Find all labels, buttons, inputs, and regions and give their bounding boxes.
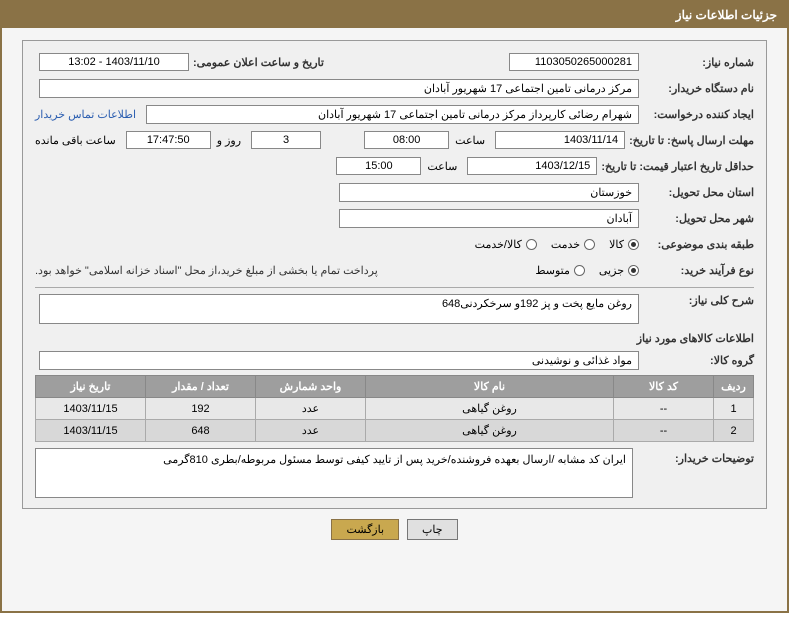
need-no-label: شماره نیاز: bbox=[639, 56, 754, 69]
days-field: 3 bbox=[251, 131, 321, 149]
cell-idx: 2 bbox=[714, 420, 754, 442]
radio-dot-icon bbox=[628, 265, 639, 276]
process-label: نوع فرآیند خرید: bbox=[639, 264, 754, 277]
time-label-1: ساعت bbox=[455, 134, 485, 147]
need-no-field: 1103050265000281 bbox=[509, 53, 639, 71]
th-qty: تعداد / مقدار bbox=[146, 376, 256, 398]
row-deadline: مهلت ارسال پاسخ: تا تاریخ: 1403/11/14 سا… bbox=[35, 129, 754, 151]
row-process: نوع فرآیند خرید: جزیی متوسط پرداخت تمام … bbox=[35, 259, 754, 281]
radio-dot-icon bbox=[628, 239, 639, 250]
radio-jozi[interactable]: جزیی bbox=[599, 264, 639, 277]
validity-time-field: 15:00 bbox=[336, 157, 421, 175]
announce-field: 1403/11/10 - 13:02 bbox=[39, 53, 189, 71]
th-row: ردیف bbox=[714, 376, 754, 398]
city-label: شهر محل تحویل: bbox=[639, 212, 754, 225]
goods-group-field: مواد غذائی و نوشیدنی bbox=[39, 351, 639, 370]
remain-time-field: 17:47:50 bbox=[126, 131, 211, 149]
days-and-label: روز و bbox=[217, 134, 241, 147]
deadline-label: مهلت ارسال پاسخ: تا تاریخ: bbox=[625, 134, 754, 147]
row-buyer-notes: توضیحات خریدار: ایران کد مشابه /ارسال بع… bbox=[35, 448, 754, 498]
button-row: چاپ بازگشت bbox=[2, 519, 787, 540]
th-code: کد کالا bbox=[614, 376, 714, 398]
cell-date: 1403/11/15 bbox=[36, 420, 146, 442]
row-requester: ایجاد کننده درخواست: شهرام رضائی کارپردا… bbox=[35, 103, 754, 125]
row-validity: حداقل تاریخ اعتبار قیمت: تا تاریخ: 1403/… bbox=[35, 155, 754, 177]
row-buyer-org: نام دستگاه خریدار: مرکز درمانی تامین اجت… bbox=[35, 77, 754, 99]
radio-kala[interactable]: کالا bbox=[609, 238, 639, 251]
announce-label: تاریخ و ساعت اعلان عمومی: bbox=[189, 56, 324, 69]
cell-idx: 1 bbox=[714, 398, 754, 420]
row-goods-group: گروه کالا: مواد غذائی و نوشیدنی bbox=[35, 349, 754, 371]
cell-date: 1403/11/15 bbox=[36, 398, 146, 420]
content-box: شماره نیاز: 1103050265000281 تاریخ و ساع… bbox=[22, 40, 767, 509]
buyer-org-field: مرکز درمانی تامین اجتماعی 17 شهریور آباد… bbox=[39, 79, 639, 98]
desc-label: شرح کلی نیاز: bbox=[639, 294, 754, 307]
th-date: تاریخ نیاز bbox=[36, 376, 146, 398]
city-field: آبادان bbox=[339, 209, 639, 228]
back-button[interactable]: بازگشت bbox=[331, 519, 399, 540]
th-name: نام کالا bbox=[366, 376, 614, 398]
cell-code: -- bbox=[614, 420, 714, 442]
contact-link[interactable]: اطلاعات تماس خریدار bbox=[35, 108, 136, 121]
radio-kalakhedmat[interactable]: کالا/خدمت bbox=[475, 238, 537, 251]
header-title: جزئیات اطلاعات نیاز bbox=[676, 8, 777, 22]
requester-field: شهرام رضائی کارپرداز مرکز درمانی تامین ا… bbox=[146, 105, 639, 124]
goods-section-title: اطلاعات کالاهای مورد نیاز bbox=[35, 332, 754, 345]
separator bbox=[35, 287, 754, 288]
province-field: خوزستان bbox=[339, 183, 639, 202]
validity-date-field: 1403/12/15 bbox=[467, 157, 597, 175]
goods-table: ردیف کد کالا نام کالا واحد شمارش تعداد /… bbox=[35, 375, 754, 442]
radio-dot-icon bbox=[574, 265, 585, 276]
buyer-notes-field: ایران کد مشابه /ارسال بعهده فروشنده/خرید… bbox=[35, 448, 633, 498]
buyer-org-label: نام دستگاه خریدار: bbox=[639, 82, 754, 95]
radio-khedmat[interactable]: خدمت bbox=[551, 238, 595, 251]
row-desc: شرح کلی نیاز: روغن مایع پخت و پز 192و سر… bbox=[35, 294, 754, 324]
table-header-row: ردیف کد کالا نام کالا واحد شمارش تعداد /… bbox=[36, 376, 754, 398]
table-row: 2 -- روغن گیاهی عدد 648 1403/11/15 bbox=[36, 420, 754, 442]
radio-dot-icon bbox=[584, 239, 595, 250]
desc-field: روغن مایع پخت و پز 192و سرخکردنی648 bbox=[39, 294, 639, 324]
cell-code: -- bbox=[614, 398, 714, 420]
class-label: طبقه بندی موضوعی: bbox=[639, 238, 754, 251]
buyer-notes-label: توضیحات خریدار: bbox=[639, 448, 754, 465]
deadline-time-field: 08:00 bbox=[364, 131, 449, 149]
cell-name: روغن گیاهی bbox=[366, 398, 614, 420]
cell-qty: 648 bbox=[146, 420, 256, 442]
goods-group-label: گروه کالا: bbox=[639, 354, 754, 367]
process-note: پرداخت تمام یا بخشی از مبلغ خرید،از محل … bbox=[35, 264, 378, 277]
row-class: طبقه بندی موضوعی: کالا خدمت کالا/خدمت bbox=[35, 233, 754, 255]
validity-label: حداقل تاریخ اعتبار قیمت: تا تاریخ: bbox=[597, 160, 754, 173]
requester-label: ایجاد کننده درخواست: bbox=[639, 108, 754, 121]
th-unit: واحد شمارش bbox=[256, 376, 366, 398]
deadline-date-field: 1403/11/14 bbox=[495, 131, 625, 149]
cell-name: روغن گیاهی bbox=[366, 420, 614, 442]
radio-dot-icon bbox=[526, 239, 537, 250]
row-city: شهر محل تحویل: آبادان bbox=[35, 207, 754, 229]
print-button[interactable]: چاپ bbox=[407, 519, 458, 540]
cell-unit: عدد bbox=[256, 398, 366, 420]
class-radio-group: کالا خدمت کالا/خدمت bbox=[475, 238, 639, 251]
process-radio-group: جزیی متوسط bbox=[535, 264, 639, 277]
radio-motavasset[interactable]: متوسط bbox=[535, 264, 585, 277]
province-label: استان محل تحویل: bbox=[639, 186, 754, 199]
header-bar: جزئیات اطلاعات نیاز bbox=[2, 2, 787, 28]
row-province: استان محل تحویل: خوزستان bbox=[35, 181, 754, 203]
row-need-no: شماره نیاز: 1103050265000281 تاریخ و ساع… bbox=[35, 51, 754, 73]
outer-container: جزئیات اطلاعات نیاز AriaTender.net شماره… bbox=[0, 0, 789, 613]
remain-label: ساعت باقی مانده bbox=[35, 134, 116, 147]
cell-qty: 192 bbox=[146, 398, 256, 420]
table-row: 1 -- روغن گیاهی عدد 192 1403/11/15 bbox=[36, 398, 754, 420]
time-label-2: ساعت bbox=[427, 160, 457, 173]
cell-unit: عدد bbox=[256, 420, 366, 442]
